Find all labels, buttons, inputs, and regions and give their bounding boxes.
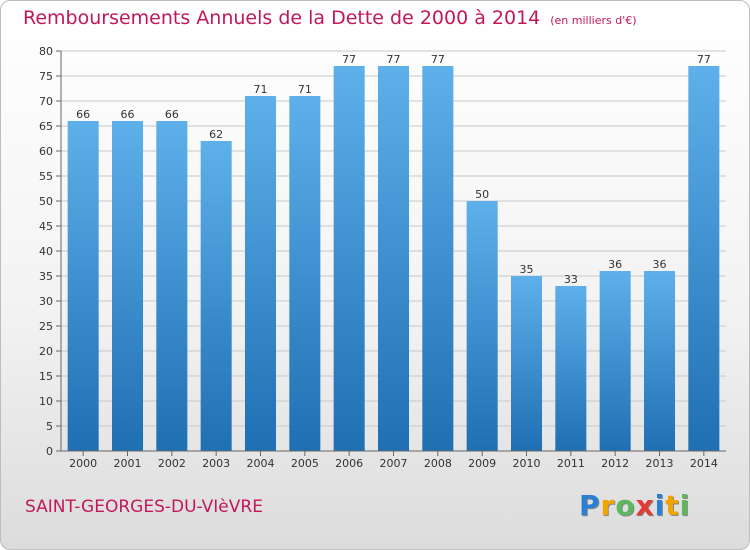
bar — [599, 271, 631, 451]
bar — [333, 66, 365, 451]
title-text: Remboursements Annuels de la Dette de 20… — [23, 7, 541, 29]
bar-value-label: 62 — [209, 128, 223, 141]
axes: 0 5 10 15 20 25 30 35 40 45 50 55 60 65 70 75 80 2000 2001… — [39, 45, 726, 470]
bar-value-label: 77 — [387, 53, 401, 66]
logo-letter: t — [665, 489, 680, 522]
y-tick-label: 50 — [39, 195, 53, 208]
x-tick-label: 2009 — [468, 457, 496, 470]
bar-value-label: 35 — [520, 263, 534, 276]
bar-value-label: 77 — [342, 53, 356, 66]
logo-letter: o — [615, 489, 636, 522]
x-tick-label: 2010 — [513, 457, 541, 470]
y-tick-label: 60 — [39, 145, 53, 158]
logo-letter: r — [600, 489, 616, 522]
bar — [289, 96, 321, 451]
y-tick-label: 65 — [39, 120, 53, 133]
bar — [643, 271, 676, 451]
bar — [200, 141, 232, 451]
proxiti-logo[interactable]: Proxiti — [579, 489, 690, 522]
x-tick-label: 2003 — [202, 457, 230, 470]
bar-value-label: 66 — [76, 108, 90, 121]
y-tick-label: 80 — [39, 45, 53, 58]
x-tick-label: 2013 — [646, 457, 674, 470]
x-tick-label: 2008 — [424, 457, 452, 470]
x-tick-label: 2001 — [114, 457, 142, 470]
bar — [466, 201, 498, 451]
chart-title: Remboursements Annuels de la Dette de 20… — [23, 7, 637, 29]
bar — [244, 96, 277, 451]
logo-letter: i — [654, 489, 666, 522]
y-tick-label: 45 — [39, 220, 53, 233]
y-tick-label: 0 — [46, 445, 53, 458]
x-tick-label: 2002 — [158, 457, 186, 470]
x-tick-label: 2011 — [557, 457, 585, 470]
bar — [555, 286, 587, 451]
bar — [156, 121, 188, 451]
y-tick-label: 15 — [39, 370, 53, 383]
y-tick-label: 5 — [46, 420, 53, 433]
y-tick-label: 25 — [39, 320, 53, 333]
bar — [688, 66, 720, 451]
y-tick-label: 40 — [39, 245, 53, 258]
bar-value-label: 77 — [697, 53, 711, 66]
y-tick-label: 20 — [39, 345, 53, 358]
y-tick-label: 75 — [39, 70, 53, 83]
x-tick-label: 2004 — [247, 457, 275, 470]
title-unit: (en milliers d'€) — [550, 14, 637, 27]
bar-value-label: 36 — [608, 258, 622, 271]
bar-value-label: 33 — [564, 273, 578, 286]
bar-value-label: 66 — [121, 108, 135, 121]
bar-value-label: 66 — [165, 108, 179, 121]
bar — [111, 121, 144, 451]
commune-name: SAINT-GEORGES-DU-VIèVRE — [25, 497, 263, 517]
logo-letter: i — [679, 489, 691, 522]
bar — [377, 66, 410, 451]
y-tick-label: 35 — [39, 270, 53, 283]
bar-value-label: 77 — [431, 53, 445, 66]
bar — [67, 121, 99, 451]
x-tick-label: 2000 — [69, 457, 97, 470]
y-tick-label: 30 — [39, 295, 53, 308]
x-tick-label: 2005 — [291, 457, 319, 470]
x-tick-label: 2012 — [601, 457, 629, 470]
y-tick-label: 70 — [39, 95, 53, 108]
bar — [510, 276, 543, 451]
y-tick-label: 55 — [39, 170, 53, 183]
x-tick-label: 2014 — [690, 457, 718, 470]
bar-value-label: 36 — [653, 258, 667, 271]
logo-letter: x — [635, 489, 655, 522]
logo-letter: P — [579, 489, 601, 522]
x-tick-label: 2006 — [335, 457, 363, 470]
x-tick-label: 2007 — [380, 457, 408, 470]
bars: 66 66 66 62 71 71 77 77 77 50 35 33 36 36 77 — [67, 53, 720, 451]
bar — [422, 66, 454, 451]
bar-value-label: 71 — [254, 83, 268, 96]
y-tick-label: 10 — [39, 395, 53, 408]
bar-value-label: 71 — [298, 83, 312, 96]
bar-value-label: 50 — [475, 188, 489, 201]
